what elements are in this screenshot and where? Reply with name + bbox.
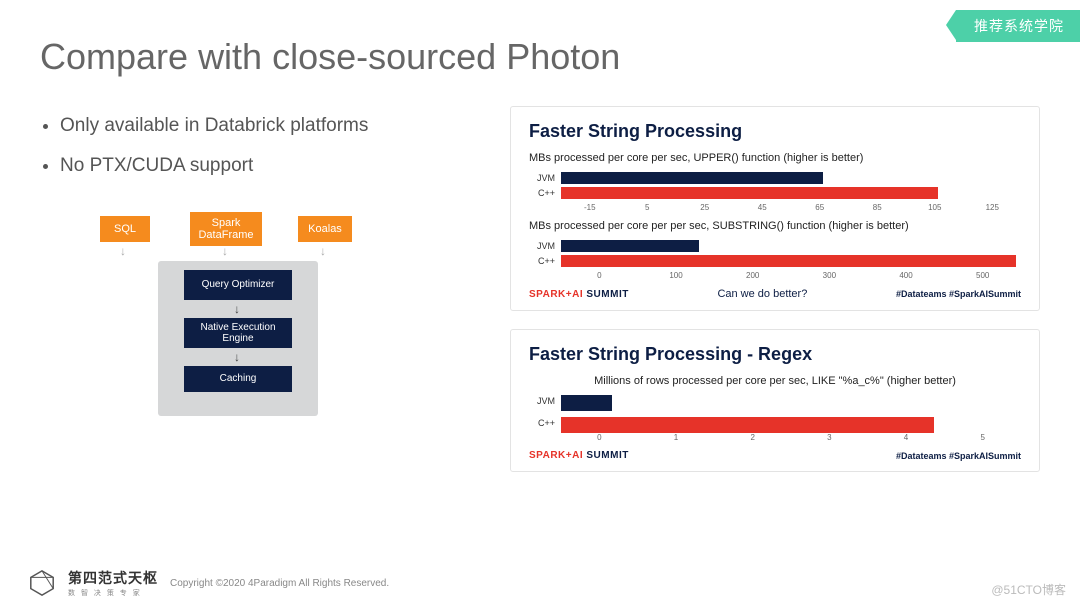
architecture-diagram: SQL Spark DataFrame Koalas ↓ ↓ ↓ Query O… bbox=[40, 216, 410, 426]
slide-footer: 第四范式天枢 数 智 决 策 专 家 Copyright ©2020 4Para… bbox=[28, 568, 389, 598]
bar-label: C++ bbox=[529, 418, 555, 428]
footer-copyright: Copyright ©2020 4Paradigm All Rights Res… bbox=[170, 578, 389, 589]
arrow-icon: ↓ bbox=[222, 244, 228, 258]
axis-tick: 85 bbox=[849, 203, 907, 212]
bullet-item: Only available in Databrick platforms bbox=[60, 106, 480, 146]
card-footer: SPARK+AI SUMMIT Can we do better? #Datat… bbox=[529, 288, 1021, 300]
footer-brand: 第四范式天枢 bbox=[68, 568, 158, 588]
bullet-item: No PTX/CUDA support bbox=[60, 146, 480, 186]
diagram-node-optimizer: Query Optimizer bbox=[184, 270, 292, 300]
bar-label: JVM bbox=[529, 173, 555, 183]
axis-tick: 500 bbox=[944, 271, 1021, 280]
card-title: Faster String Processing bbox=[529, 121, 1021, 142]
chart-subtitle: MBs processed per core per per sec, SUBS… bbox=[529, 220, 1021, 232]
summit-logo: SPARK+AI SUMMIT bbox=[529, 450, 629, 461]
bar-chart-substring: JVM C++ 0100200300400500 bbox=[529, 240, 1021, 280]
axis-tick: 4 bbox=[868, 433, 945, 442]
bar-fill bbox=[561, 255, 1016, 267]
content-columns: Only available in Databrick platforms No… bbox=[40, 106, 1040, 490]
logo-icon bbox=[28, 569, 56, 597]
bar-fill bbox=[561, 172, 823, 184]
center-question: Can we do better? bbox=[629, 288, 896, 300]
chart-card-regex: Faster String Processing - Regex Million… bbox=[510, 329, 1040, 472]
diagram-node-engine: Native Execution Engine bbox=[184, 318, 292, 348]
axis-tick: 300 bbox=[791, 271, 868, 280]
bar-label: C++ bbox=[529, 256, 555, 266]
slide-title: Compare with close-sourced Photon bbox=[40, 36, 1040, 78]
arrow-icon: ↓ bbox=[234, 302, 240, 316]
axis-tick: 400 bbox=[868, 271, 945, 280]
axis-tick: 125 bbox=[964, 203, 1022, 212]
chart-axis: 0100200300400500 bbox=[561, 271, 1021, 280]
arrow-icon: ↓ bbox=[320, 244, 326, 258]
bar-fill bbox=[561, 187, 938, 199]
bar-fill bbox=[561, 240, 699, 252]
chart-card-string: Faster String Processing MBs processed p… bbox=[510, 106, 1040, 311]
chart-subtitle: MBs processed per core per sec, UPPER() … bbox=[529, 152, 1021, 164]
bar-label: C++ bbox=[529, 188, 555, 198]
axis-tick: 5 bbox=[619, 203, 677, 212]
chart-axis: -15525456585105125 bbox=[561, 203, 1021, 212]
hashtags: #Datateams #SparkAISummit bbox=[896, 289, 1021, 299]
watermark: @51CTO博客 bbox=[991, 581, 1066, 598]
axis-tick: 3 bbox=[791, 433, 868, 442]
diagram-node-dataframe: Spark DataFrame bbox=[190, 212, 262, 246]
axis-tick: 0 bbox=[561, 433, 638, 442]
bar-chart-regex: JVM C++ 012345 bbox=[529, 395, 1021, 442]
right-column: Faster String Processing MBs processed p… bbox=[510, 106, 1040, 490]
chart-axis: 012345 bbox=[561, 433, 1021, 442]
axis-tick: 25 bbox=[676, 203, 734, 212]
badge-tag: 推荐系统学院 bbox=[956, 10, 1080, 42]
chart-subtitle: Millions of rows processed per core per … bbox=[529, 375, 1021, 387]
bullet-list: Only available in Databrick platforms No… bbox=[40, 106, 480, 186]
bar-fill bbox=[561, 395, 612, 411]
bar-label: JVM bbox=[529, 396, 555, 406]
left-column: Only available in Databrick platforms No… bbox=[40, 106, 480, 490]
diagram-node-sql: SQL bbox=[100, 216, 150, 242]
axis-tick: 100 bbox=[638, 271, 715, 280]
axis-tick: 0 bbox=[561, 271, 638, 280]
arrow-icon: ↓ bbox=[120, 244, 126, 258]
hashtags: #Datateams #SparkAISummit bbox=[896, 451, 1021, 461]
footer-sub: 数 智 决 策 专 家 bbox=[68, 588, 158, 598]
bar-fill bbox=[561, 417, 934, 433]
diagram-node-koalas: Koalas bbox=[298, 216, 352, 242]
card-footer: SPARK+AI SUMMIT #Datateams #SparkAISummi… bbox=[529, 450, 1021, 461]
card-title: Faster String Processing - Regex bbox=[529, 344, 1021, 365]
axis-tick: 200 bbox=[714, 271, 791, 280]
axis-tick: 105 bbox=[906, 203, 964, 212]
summit-logo: SPARK+AI SUMMIT bbox=[529, 289, 629, 300]
bar-label: JVM bbox=[529, 241, 555, 251]
axis-tick: -15 bbox=[561, 203, 619, 212]
axis-tick: 45 bbox=[734, 203, 792, 212]
axis-tick: 5 bbox=[944, 433, 1021, 442]
arrow-icon: ↓ bbox=[234, 350, 240, 364]
axis-tick: 65 bbox=[791, 203, 849, 212]
bar-chart-upper: JVM C++ -15525456585105125 bbox=[529, 172, 1021, 212]
axis-tick: 2 bbox=[714, 433, 791, 442]
axis-tick: 1 bbox=[638, 433, 715, 442]
diagram-node-caching: Caching bbox=[184, 366, 292, 392]
